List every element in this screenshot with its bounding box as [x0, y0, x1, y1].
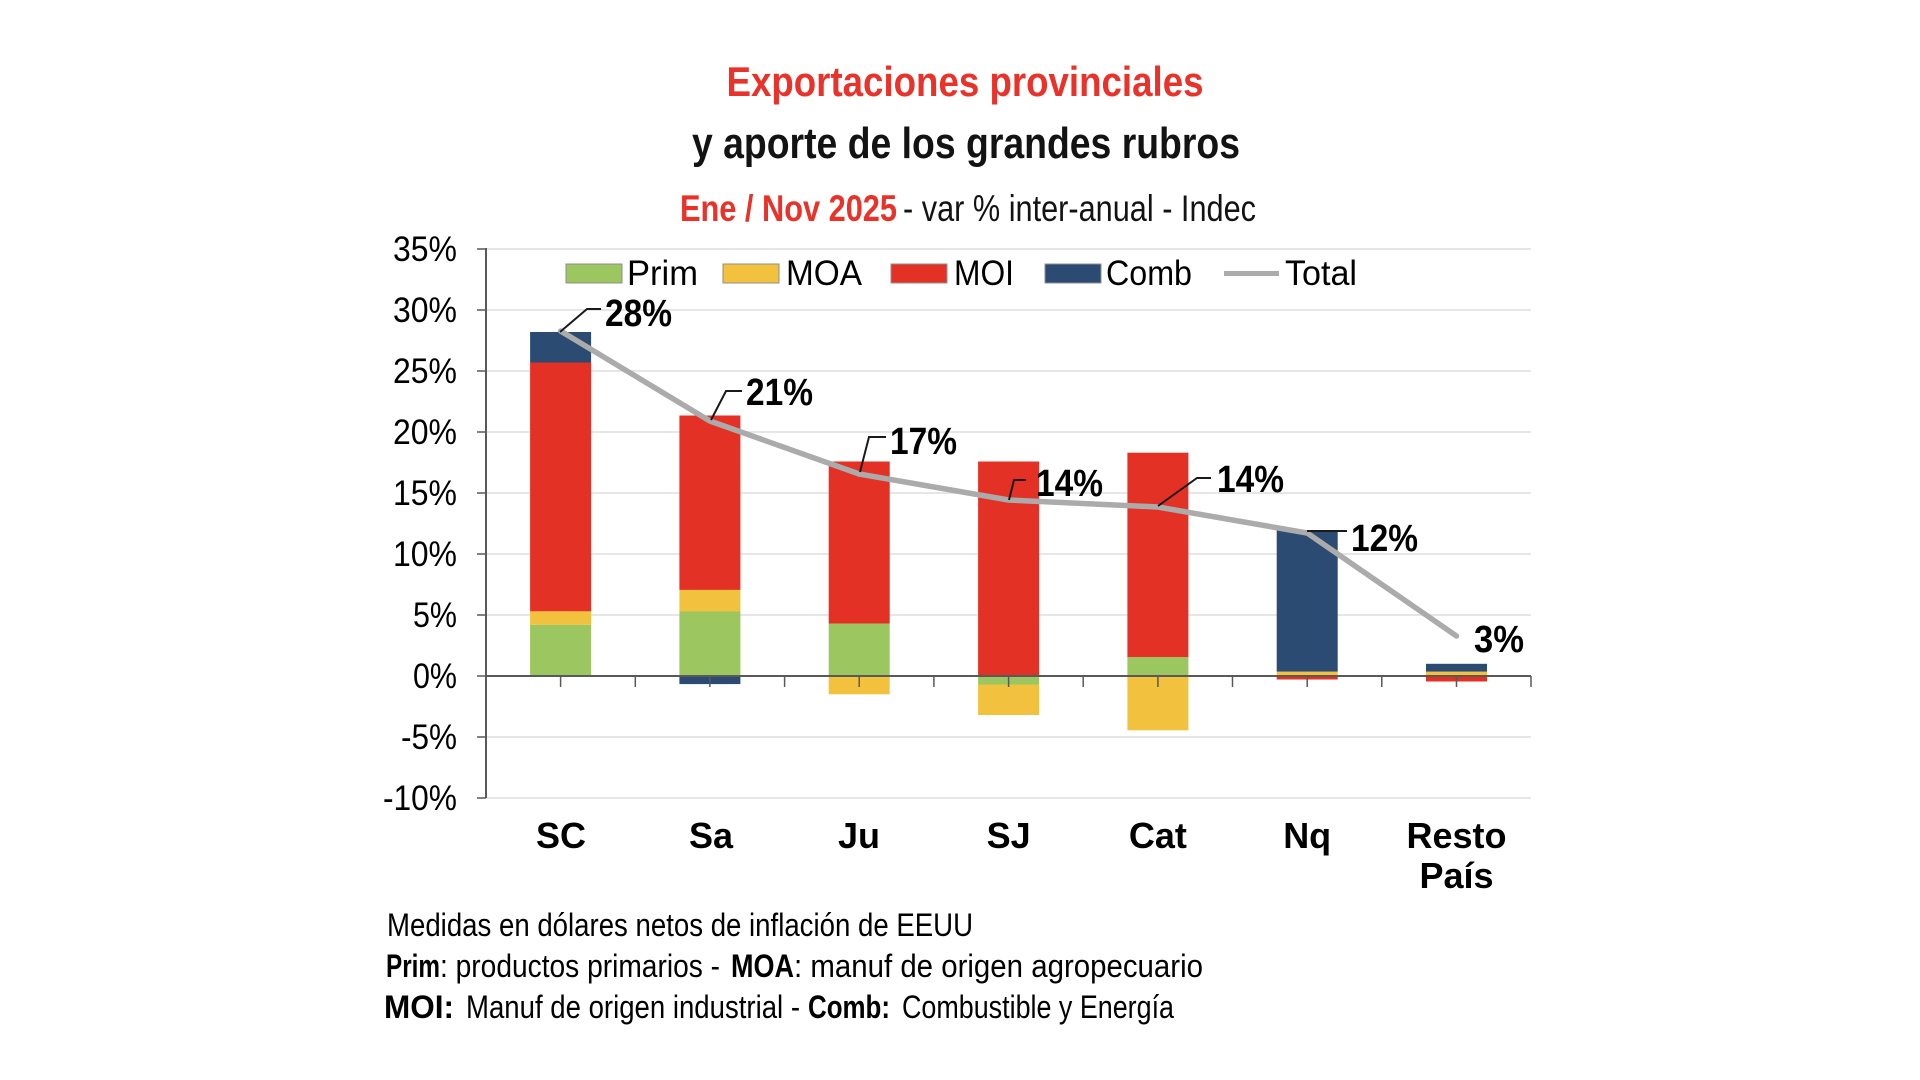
svg-text:21%: 21%: [746, 372, 813, 414]
svg-text:- var % inter-anual - Indec: - var % inter-anual - Indec: [903, 188, 1256, 229]
svg-text:-5%: -5%: [401, 718, 457, 757]
svg-text:Resto: Resto: [1406, 815, 1506, 856]
svg-text:SJ: SJ: [987, 815, 1031, 856]
svg-text:Ene / Nov 2025: Ene / Nov 2025: [680, 188, 897, 229]
svg-text:MOA: MOA: [731, 948, 794, 984]
svg-text:Prim: Prim: [386, 948, 440, 984]
svg-text:25%: 25%: [393, 352, 457, 391]
svg-text:Prim: Prim: [627, 254, 698, 293]
svg-text:28%: 28%: [605, 293, 672, 335]
svg-text:35%: 35%: [393, 230, 457, 269]
svg-text:14%: 14%: [1217, 459, 1284, 501]
svg-text:Combustible y Energía: Combustible y Energía: [902, 989, 1174, 1025]
svg-text:: manuf de origen agropecuario: : manuf de origen agropecuario: [794, 948, 1203, 984]
svg-text:: productos primarios -: : productos primarios -: [440, 948, 720, 984]
svg-text:17%: 17%: [890, 421, 957, 463]
svg-text:Comb:: Comb:: [808, 989, 890, 1025]
svg-text:MOI: MOI: [954, 254, 1014, 293]
svg-text:0%: 0%: [413, 657, 457, 696]
svg-text:Comb: Comb: [1106, 254, 1192, 293]
svg-text:Cat: Cat: [1129, 815, 1187, 856]
svg-text:Exportaciones provinciales: Exportaciones provinciales: [727, 58, 1204, 105]
svg-text:Medidas en dólares netos de in: Medidas en dólares netos de inflación de…: [387, 907, 973, 943]
svg-text:y aporte de los grandes rubros: y aporte de los grandes rubros: [692, 119, 1240, 168]
svg-text:Sa: Sa: [689, 815, 734, 856]
svg-text:5%: 5%: [413, 596, 457, 635]
svg-text:12%: 12%: [1351, 518, 1418, 560]
svg-text:15%: 15%: [393, 474, 457, 513]
svg-text:Total: Total: [1285, 254, 1357, 293]
svg-text:20%: 20%: [393, 413, 457, 452]
svg-text:Nq: Nq: [1283, 815, 1331, 856]
svg-text:MOA: MOA: [786, 254, 863, 293]
svg-text:SC: SC: [536, 815, 586, 856]
svg-text:14%: 14%: [1036, 463, 1103, 505]
svg-text:30%: 30%: [393, 291, 457, 330]
svg-text:País: País: [1419, 855, 1493, 896]
svg-text:MOI:: MOI:: [384, 989, 454, 1025]
svg-text:-10%: -10%: [383, 779, 457, 818]
svg-text:Ju: Ju: [838, 815, 880, 856]
svg-text:10%: 10%: [393, 535, 457, 574]
svg-text:Manuf de origen industrial -: Manuf de origen industrial -: [466, 989, 800, 1025]
svg-text:3%: 3%: [1474, 619, 1524, 661]
